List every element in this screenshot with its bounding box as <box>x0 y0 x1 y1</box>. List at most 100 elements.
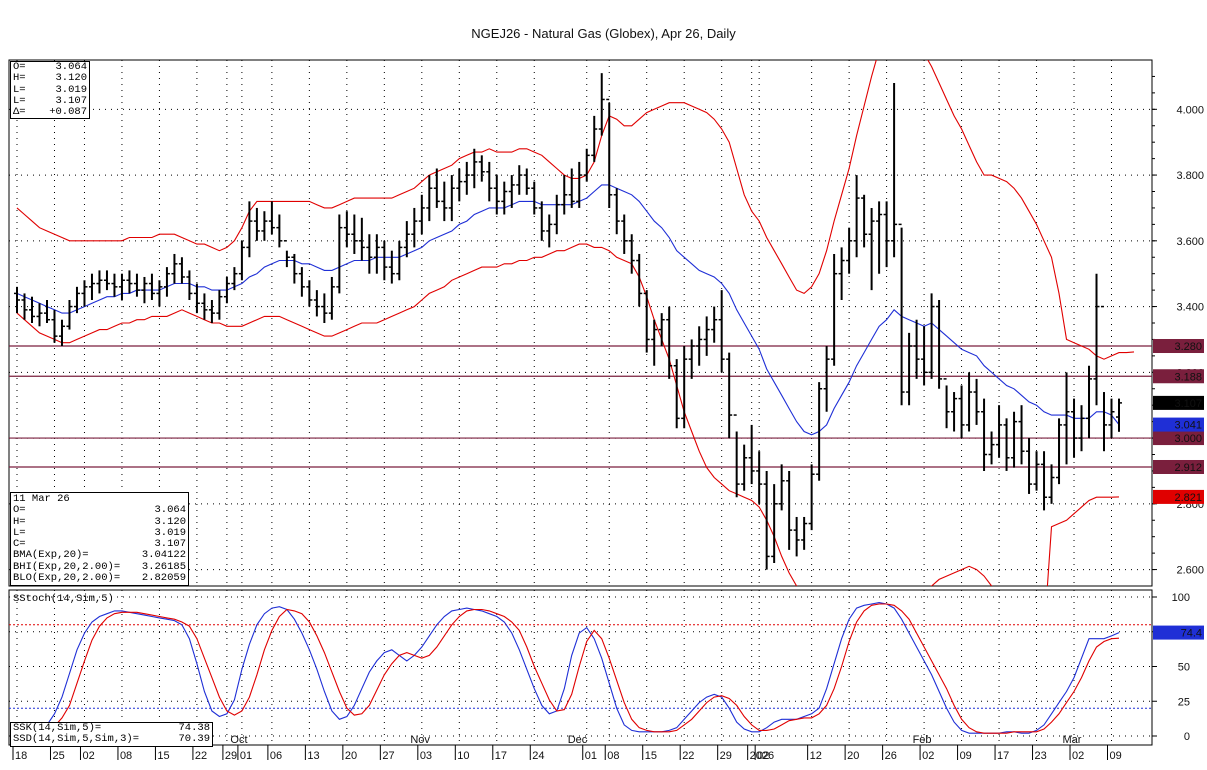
ohlc-bar <box>463 161 470 195</box>
ohlc-bar <box>801 516 808 550</box>
box-row: SSK(14,Sim,5)= 74.38 <box>13 722 210 734</box>
x-tick-label: 01 <box>585 750 597 762</box>
x-tick-label: 06 <box>270 750 282 762</box>
ohlc-bar <box>268 201 275 235</box>
box-row-label: O= <box>13 504 26 517</box>
ohlc-readout: O= 3.064 H= 3.120 L= 3.019 L= 3.107 Δ= +0.087 <box>10 61 90 120</box>
ohlc-bar <box>928 293 935 379</box>
x-tick-label: 22 <box>682 750 694 762</box>
level-label: 3.000 <box>1174 433 1202 445</box>
ohlc-bar <box>171 253 178 284</box>
stoch-y-tick-label: 25 <box>1178 696 1190 708</box>
x-tick-label: 2026 <box>750 750 774 762</box>
box-row: H= 3.120 <box>13 516 186 528</box>
ohlc-bar <box>771 484 778 563</box>
ohlc-bar <box>336 214 343 294</box>
ohlc-bar <box>883 201 890 268</box>
ohlc-bar <box>66 299 73 330</box>
box-row-value: 70.39 <box>178 733 210 746</box>
ohlc-bar <box>276 214 283 248</box>
ohlc-bar <box>246 201 253 258</box>
ohlc-bar <box>666 306 673 379</box>
ohlc-bar <box>1116 398 1122 432</box>
ohlc-bar <box>958 385 965 439</box>
box-row-value: 74.38 <box>178 722 210 734</box>
box-row-value: 3.26185 <box>141 560 186 573</box>
ohlc-bar <box>808 464 815 531</box>
stoch-marker-bg <box>1153 625 1204 640</box>
ohlc-bar <box>306 280 313 307</box>
ohlc-bar <box>501 181 508 215</box>
ohlc-bar <box>73 286 80 314</box>
ohlc-bar <box>43 299 50 323</box>
x-tick-label: 13 <box>307 750 319 762</box>
ohlc-bar <box>591 115 598 162</box>
ohlc-bar <box>816 382 823 481</box>
price-marker-label: 3.107 <box>1174 398 1202 410</box>
ohlc-bar <box>433 168 440 208</box>
box-row: O= 3.064 <box>13 61 87 73</box>
ohlc-bar <box>1041 451 1048 511</box>
x-tick-label: 20 <box>345 750 357 762</box>
price-y-tick-label: 3.600 <box>1176 236 1204 248</box>
ohlc-bar <box>313 290 320 317</box>
ohlc-bar <box>868 207 875 291</box>
ohlc-bar <box>546 214 553 248</box>
x-tick-label: 02 <box>1072 750 1084 762</box>
ohlc-bar <box>583 148 590 182</box>
ohlc-bar <box>1108 398 1115 439</box>
ohlc-bar <box>748 424 755 485</box>
ohlc-bar <box>283 240 290 268</box>
ohlc-bar <box>253 207 260 241</box>
price-y-tick-label: 4.000 <box>1176 104 1204 116</box>
ohlc-bar <box>216 290 223 320</box>
ohlc-bar <box>133 273 140 297</box>
level-label-bg <box>1153 339 1204 354</box>
x-tick-label: 01 <box>240 750 252 762</box>
box-row-value: 3.019 <box>55 83 87 96</box>
box-row: L= 3.019 <box>13 526 186 539</box>
ohlc-bar <box>853 175 860 258</box>
box-row-label: SSD(14,Sim,5,Sim,3)= <box>13 733 140 746</box>
price-y-tick-label: 3.800 <box>1176 170 1204 182</box>
box-row-label: L= <box>13 526 26 539</box>
ohlc-bar <box>741 444 748 491</box>
x-month-label: Nov <box>410 734 430 746</box>
ohlc-bar <box>58 319 65 347</box>
box-row: L= 3.019 <box>13 83 87 96</box>
price-y-tick-label: 2.600 <box>1176 565 1204 577</box>
stoch-series-line <box>16 602 1120 734</box>
ohlc-bar <box>996 405 1003 458</box>
ohlc-bar <box>838 247 845 300</box>
ohlc-bar <box>388 250 395 284</box>
ohlc-bar <box>1071 398 1078 458</box>
x-tick-label: 12 <box>810 750 822 762</box>
ohlc-bar <box>486 161 493 202</box>
box-row-label: H= <box>13 72 26 85</box>
x-tick-label: 15 <box>157 750 169 762</box>
ohlc-bar <box>658 313 665 347</box>
ohlc-bar <box>231 267 238 291</box>
box-row: C= 3.107 <box>13 538 186 551</box>
ohlc-bar <box>1086 365 1093 439</box>
level-label: 3.280 <box>1174 341 1202 353</box>
x-tick-label: 22 <box>195 750 207 762</box>
ohlc-bar <box>988 431 995 465</box>
x-tick-label: 26 <box>885 750 897 762</box>
x-tick-label: 29 <box>225 750 237 762</box>
box-row-label: C= <box>13 538 26 551</box>
box-row-value: +0.087 <box>49 106 87 119</box>
ohlc-bar <box>1011 411 1018 468</box>
ohlc-bar <box>1003 418 1010 471</box>
ohlc-bar <box>156 280 163 307</box>
price-marker-bg <box>1153 417 1204 432</box>
box-row: H= 3.120 <box>13 72 87 85</box>
ohlc-bar <box>598 73 605 136</box>
price-y-tick-label: 3.400 <box>1176 302 1204 314</box>
ohlc-bar <box>1101 305 1108 452</box>
ohlc-bar <box>411 207 418 248</box>
ohlc-bar <box>328 276 335 320</box>
ohlc-bar <box>831 253 838 366</box>
ohlc-bar <box>1026 438 1033 494</box>
